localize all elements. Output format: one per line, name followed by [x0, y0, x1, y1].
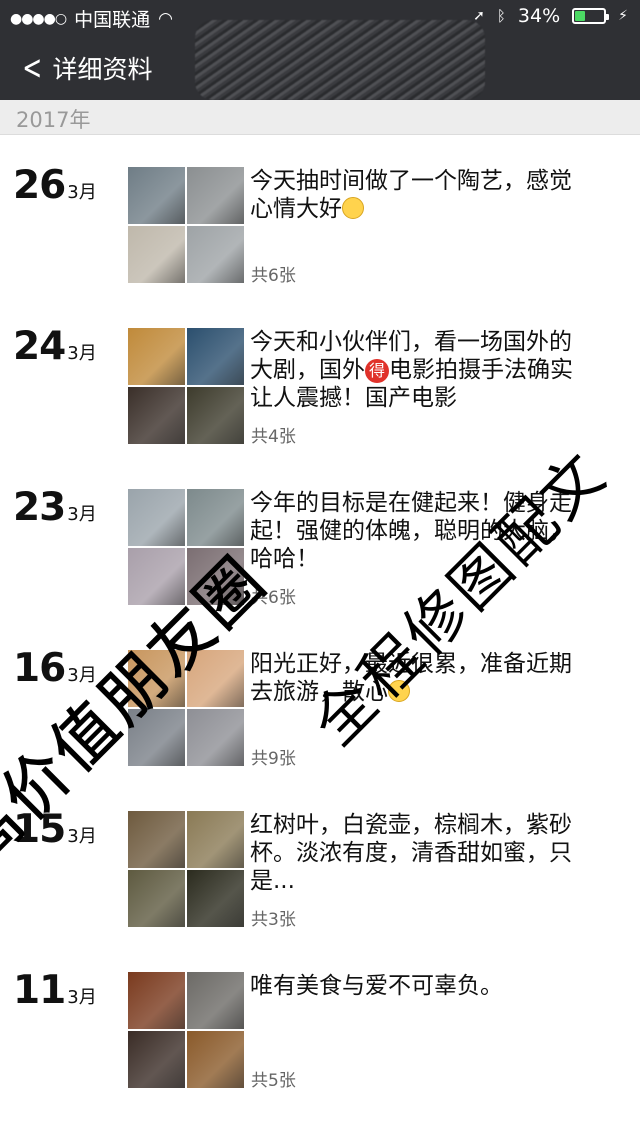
post-text-part: 今天和小伙伴们，看一场国外的大剧，国外 — [250, 329, 572, 383]
smile-emoji-icon — [388, 680, 410, 702]
post-text: 唯有美食与爱不可辜负。 — [250, 972, 590, 1000]
post-date: 26 3月 — [13, 163, 97, 208]
status-bar: ●●●●○ 中国联通 ◠ ➚ ᛒ 34% ⚡ — [0, 0, 640, 32]
post-text-body: 阳光正好，最近很累，准备近期去旅游，散心 — [250, 651, 572, 705]
photo-thumbnail[interactable] — [187, 548, 244, 605]
photo-thumbnail[interactable] — [187, 1031, 244, 1088]
photo-thumbnail[interactable] — [187, 972, 244, 1029]
bluetooth-icon: ᛒ — [496, 7, 506, 25]
charging-icon: ⚡ — [618, 8, 628, 24]
chevron-left-icon: < — [22, 48, 43, 88]
top-bar: ●●●●○ 中国联通 ◠ ➚ ᛒ 34% ⚡ < 详细资料 — [0, 0, 640, 100]
photo-thumbnail[interactable] — [128, 226, 185, 283]
photo-count: 共5张 — [251, 1071, 296, 1091]
post-text-body: 红树叶，白瓷壶，棕榈木，紫砂杯。淡浓有度，清香甜如蜜，只是... — [250, 812, 572, 894]
post-month: 3月 — [67, 343, 97, 364]
photo-thumbnail[interactable] — [187, 650, 244, 707]
carrier-label: 中国联通 — [74, 9, 151, 31]
photo-count: 共9张 — [251, 749, 296, 769]
photo-count: 共3张 — [251, 910, 296, 930]
post-month: 3月 — [67, 182, 97, 203]
photo-grid[interactable] — [128, 811, 244, 927]
photo-thumbnail[interactable] — [128, 870, 185, 927]
photo-thumbnail[interactable] — [187, 489, 244, 546]
photo-thumbnail[interactable] — [187, 870, 244, 927]
year-header: 2017年 — [0, 100, 640, 135]
photo-grid[interactable] — [128, 328, 244, 444]
post-text: 今年的目标是在健起来！健身走起！强健的体魄，聪明的大脑，哈哈！ — [250, 489, 590, 573]
photo-thumbnail[interactable] — [128, 167, 185, 224]
redaction-scribble — [195, 20, 485, 100]
post-text-body: 唯有美食与爱不可辜负。 — [250, 973, 503, 999]
photo-thumbnail[interactable] — [128, 709, 185, 766]
post-month: 3月 — [67, 826, 97, 847]
post-item[interactable]: 24 3月 今天和小伙伴们，看一场国外的大剧，国外得电影拍摄手法确实让人震撼！国产电… — [0, 296, 640, 456]
post-month: 3月 — [67, 987, 97, 1008]
battery-percent: 34% — [517, 5, 561, 27]
battery-icon — [572, 8, 610, 24]
photo-thumbnail[interactable] — [187, 328, 244, 385]
post-item[interactable]: 11 3月 唯有美食与爱不可辜负。共5张 — [0, 940, 640, 1100]
post-date: 23 3月 — [13, 485, 97, 530]
post-text: 今天抽时间做了一个陶艺，感觉心情大好 — [250, 167, 590, 223]
photo-thumbnail[interactable] — [187, 387, 244, 444]
wifi-icon: ◠ — [158, 8, 173, 29]
photo-thumbnail[interactable] — [187, 811, 244, 868]
photo-thumbnail[interactable] — [128, 972, 185, 1029]
post-day: 15 — [13, 807, 66, 852]
photo-grid[interactable] — [128, 489, 244, 605]
post-item[interactable]: 23 3月 今年的目标是在健起来！健身走起！强健的体魄，聪明的大脑，哈哈！ 共6张 — [0, 457, 640, 617]
photo-thumbnail[interactable] — [187, 167, 244, 224]
post-day: 23 — [13, 485, 66, 530]
post-day: 24 — [13, 324, 66, 369]
post-text-body: 今年的目标是在健起来！健身走起！强健的体魄，聪明的大脑，哈哈！ — [250, 490, 572, 572]
location-icon: ➚ — [473, 8, 485, 24]
de-badge-icon: 得 — [365, 359, 389, 383]
photo-thumbnail[interactable] — [128, 650, 185, 707]
photo-count: 共6张 — [251, 588, 296, 608]
photo-grid[interactable] — [128, 167, 244, 283]
post-day: 26 — [13, 163, 66, 208]
post-day: 11 — [13, 968, 66, 1013]
photo-thumbnail[interactable] — [128, 328, 185, 385]
photo-thumbnail[interactable] — [187, 226, 244, 283]
signal-dots: ●●●●○ — [10, 10, 67, 27]
post-text-part: 电影拍摄手法确实让人震撼！国产电影 — [250, 357, 573, 411]
photo-thumbnail[interactable] — [128, 548, 185, 605]
post-item[interactable]: 16 3月 阳光正好，最近很累，准备近期去旅游，散心共9张 — [0, 618, 640, 778]
post-list[interactable]: 26 3月 今天抽时间做了一个陶艺，感觉心情大好 共6张 24 3月 今天和小伙伴们，看一场… — [0, 135, 640, 1136]
post-date: 11 3月 — [13, 968, 97, 1013]
post-text-body: 今天抽时间做了一个陶艺，感觉心情大好 — [250, 168, 572, 222]
photo-grid[interactable] — [128, 972, 244, 1088]
photo-thumbnail[interactable] — [128, 1031, 185, 1088]
post-date: 24 3月 — [13, 324, 97, 369]
post-date: 15 3月 — [13, 807, 97, 852]
post-item[interactable]: 26 3月 今天抽时间做了一个陶艺，感觉心情大好共6张 — [0, 135, 640, 295]
smile-emoji-icon — [342, 197, 364, 219]
post-date: 16 3月 — [13, 646, 97, 691]
photo-thumbnail[interactable] — [128, 489, 185, 546]
back-button[interactable]: < 详细资料 — [18, 48, 153, 88]
year-label: 2017年 — [16, 108, 91, 132]
post-month: 3月 — [67, 504, 97, 525]
photo-thumbnail[interactable] — [128, 387, 185, 444]
photo-grid[interactable] — [128, 650, 244, 766]
nav-bar: < 详细资料 — [0, 38, 640, 98]
photo-thumbnail[interactable] — [187, 709, 244, 766]
photo-thumbnail[interactable] — [128, 811, 185, 868]
post-month: 3月 — [67, 665, 97, 686]
post-item[interactable]: 15 3月 红树叶，白瓷壶，棕榈木，紫砂杯。淡浓有度，清香甜如蜜，只是... 共3张 — [0, 779, 640, 939]
photo-count: 共6张 — [251, 266, 296, 286]
post-day: 16 — [13, 646, 66, 691]
post-text: 阳光正好，最近很累，准备近期去旅游，散心 — [250, 650, 590, 706]
post-text: 今天和小伙伴们，看一场国外的大剧，国外得电影拍摄手法确实让人震撼！国产电影 — [250, 328, 590, 412]
photo-count: 共4张 — [251, 427, 296, 447]
back-label: 详细资料 — [52, 55, 153, 84]
post-text: 红树叶，白瓷壶，棕榈木，紫砂杯。淡浓有度，清香甜如蜜，只是... — [250, 811, 590, 895]
